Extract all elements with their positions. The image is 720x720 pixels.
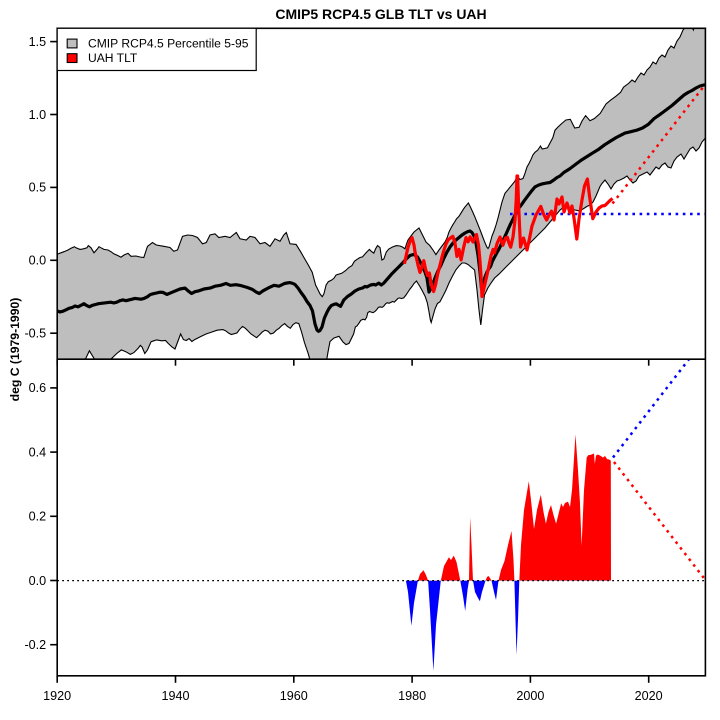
svg-text:UAH TLT: UAH TLT: [88, 51, 138, 65]
svg-text:CMIP RCP4.5 Percentile 5-95: CMIP RCP4.5 Percentile 5-95: [88, 37, 249, 51]
svg-text:1.0: 1.0: [29, 108, 47, 122]
svg-text:0.2: 0.2: [29, 510, 47, 524]
svg-text:1.5: 1.5: [29, 35, 47, 49]
svg-text:0.4: 0.4: [29, 445, 47, 459]
svg-text:deg C (1979-1990): deg C (1979-1990): [8, 298, 22, 402]
svg-text:1960: 1960: [280, 689, 308, 703]
svg-text:1940: 1940: [161, 689, 189, 703]
svg-text:-0.5: -0.5: [24, 327, 46, 341]
svg-text:0.5: 0.5: [29, 181, 47, 195]
svg-text:2000: 2000: [516, 689, 544, 703]
svg-text:0.0: 0.0: [29, 254, 47, 268]
svg-text:CMIP5 RCP4.5 GLB TLT vs UAH: CMIP5 RCP4.5 GLB TLT vs UAH: [275, 6, 486, 22]
svg-text:1980: 1980: [398, 689, 426, 703]
svg-text:0.0: 0.0: [29, 574, 47, 588]
svg-text:-0.2: -0.2: [24, 638, 46, 652]
svg-text:1920: 1920: [43, 689, 71, 703]
svg-text:0.6: 0.6: [29, 381, 47, 395]
svg-text:2020: 2020: [635, 689, 663, 703]
